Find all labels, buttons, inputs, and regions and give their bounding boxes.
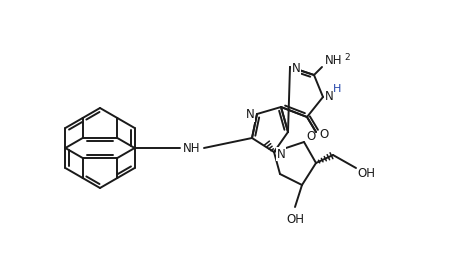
Text: NH: NH	[324, 54, 342, 67]
Text: N: N	[324, 89, 333, 103]
Text: N: N	[291, 62, 300, 75]
Text: N: N	[276, 147, 285, 161]
Text: OH: OH	[285, 213, 304, 227]
Text: N: N	[245, 109, 254, 122]
Text: OH: OH	[356, 167, 374, 180]
Text: NH: NH	[183, 142, 200, 155]
Text: 2: 2	[343, 53, 349, 62]
Text: O: O	[319, 128, 328, 142]
Text: O: O	[306, 131, 315, 144]
Text: H: H	[332, 84, 341, 94]
